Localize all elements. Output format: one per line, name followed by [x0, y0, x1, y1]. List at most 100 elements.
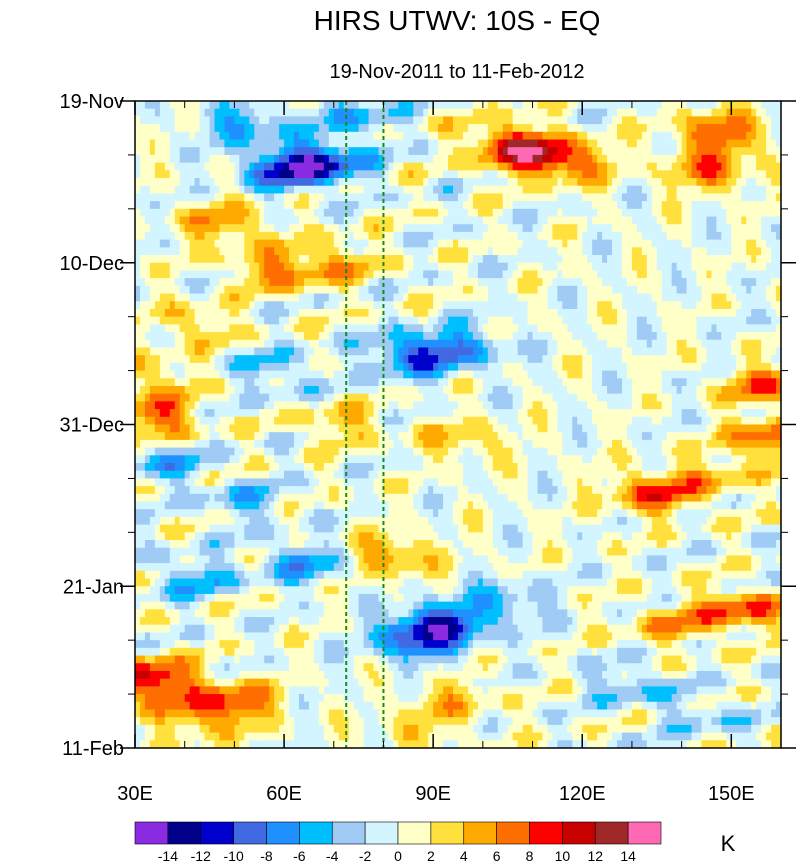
heatmap-cell: [686, 316, 693, 325]
heatmap-cell: [164, 131, 171, 141]
heatmap-cell: [467, 139, 474, 148]
heatmap-cell: [169, 162, 176, 171]
heatmap-cell: [249, 370, 255, 379]
heatmap-cell: [636, 247, 643, 256]
heatmap-cell: [731, 301, 737, 310]
heatmap-cell: [577, 139, 583, 148]
heatmap-cell: [706, 101, 713, 110]
heatmap-cell: [671, 231, 678, 241]
heatmap-cell: [646, 231, 653, 241]
heatmap-cell: [284, 362, 290, 372]
heatmap-cell: [696, 239, 703, 248]
heatmap-cell: [696, 193, 703, 202]
heatmap-cell: [706, 124, 713, 133]
heatmap-cell: [507, 385, 514, 395]
heatmap-cell: [318, 208, 325, 218]
heatmap-cell: [393, 255, 399, 264]
heatmap-cell: [279, 324, 285, 333]
heatmap-cell: [701, 170, 708, 179]
heatmap-cell: [512, 108, 519, 117]
heatmap-cell: [656, 339, 663, 349]
heatmap-cell: [219, 324, 226, 333]
heatmap-cell: [418, 201, 424, 210]
heatmap-cell: [388, 201, 394, 210]
heatmap-cell: [408, 170, 414, 179]
heatmap-cell: [597, 324, 603, 333]
heatmap-cell: [661, 131, 668, 141]
heatmap-cell: [328, 362, 335, 372]
heatmap-cell: [557, 270, 563, 279]
heatmap-cell: [592, 101, 598, 110]
heatmap-cell: [294, 339, 300, 349]
heatmap-cell: [572, 185, 578, 195]
heatmap-cell: [418, 170, 424, 179]
heatmap-cell: [651, 101, 658, 110]
heatmap-cell: [626, 101, 633, 110]
heatmap-cell: [597, 216, 603, 225]
heatmap-cell: [741, 332, 747, 341]
heatmap-cell: [368, 162, 375, 171]
heatmap-cell: [383, 201, 390, 210]
heatmap-cell: [448, 285, 454, 295]
heatmap-cell: [318, 370, 325, 379]
heatmap-cell: [184, 208, 191, 218]
heatmap-cell: [731, 116, 737, 125]
heatmap-cell: [512, 278, 519, 287]
heatmap-cell: [756, 224, 762, 233]
heatmap-cell: [259, 208, 265, 218]
heatmap-cell: [572, 247, 578, 256]
heatmap-cell: [691, 339, 698, 349]
heatmap-cell: [492, 278, 499, 287]
heatmap-cell: [323, 201, 330, 210]
heatmap-cell: [403, 124, 409, 133]
heatmap-cell: [164, 108, 171, 117]
heatmap-cell: [617, 108, 623, 117]
heatmap-cell: [418, 101, 424, 110]
heatmap-cell: [189, 347, 196, 356]
heatmap-cell: [294, 147, 300, 156]
heatmap-cell: [383, 208, 390, 218]
heatmap-cell: [711, 301, 717, 310]
heatmap-cell: [144, 208, 151, 218]
heatmap-cell: [279, 162, 285, 171]
heatmap-cell: [408, 332, 414, 341]
heatmap-cell: [497, 362, 504, 372]
heatmap-cell: [388, 239, 394, 248]
heatmap-cell: [209, 124, 216, 133]
heatmap-cell: [373, 108, 380, 117]
heatmap-cell: [776, 170, 782, 179]
heatmap-cell: [716, 332, 722, 341]
heatmap-cell: [393, 101, 399, 110]
heatmap-cell: [612, 285, 618, 295]
heatmap-cell: [492, 332, 499, 341]
heatmap-cell: [139, 347, 146, 356]
heatmap-cell: [567, 224, 573, 233]
heatmap-cell: [532, 316, 539, 325]
heatmap-cell: [373, 278, 380, 287]
heatmap-cell: [279, 247, 285, 256]
heatmap-cell: [666, 208, 673, 218]
heatmap-cell: [602, 208, 608, 218]
heatmap-cell: [602, 378, 608, 387]
heatmap-cell: [552, 301, 558, 310]
heatmap-cell: [542, 201, 549, 210]
heatmap-cell: [741, 178, 747, 187]
heatmap-cell: [562, 116, 568, 125]
heatmap-cell: [497, 131, 504, 141]
heatmap-cell: [542, 216, 549, 225]
heatmap-cell: [641, 285, 648, 295]
heatmap-cell: [328, 301, 335, 310]
heatmap-cell: [472, 262, 479, 272]
heatmap-cell: [284, 224, 290, 233]
heatmap-cell: [269, 270, 275, 279]
heatmap-cell: [308, 201, 315, 210]
heatmap-cell: [731, 332, 737, 341]
heatmap-cell: [646, 216, 653, 225]
heatmap-cell: [239, 347, 245, 356]
heatmap-cell: [691, 231, 698, 241]
heatmap-cell: [686, 324, 693, 333]
heatmap-cell: [298, 378, 305, 387]
heatmap-cell: [736, 278, 742, 287]
heatmap-cell: [552, 154, 558, 164]
heatmap-cell: [438, 239, 444, 248]
